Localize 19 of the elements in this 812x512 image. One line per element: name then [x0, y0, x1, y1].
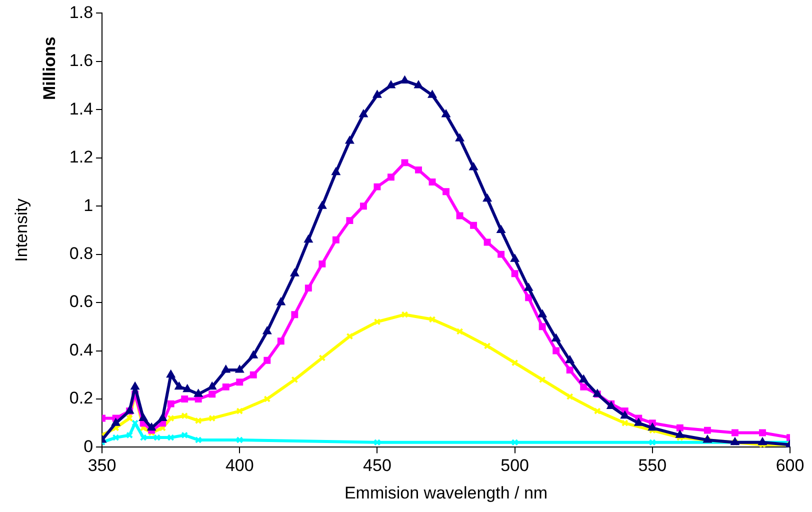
- x-tick-label: 400: [225, 456, 254, 476]
- y-tick-label: 0.6: [69, 292, 94, 312]
- x-tick-label: 500: [500, 456, 529, 476]
- y-axis-title: Intensity: [12, 198, 31, 262]
- y-tick-label: 0.4: [69, 340, 94, 360]
- y-tick-label: 1.4: [69, 99, 94, 118]
- y-tick-label: 0: [84, 436, 94, 456]
- x-tick-label: 550: [638, 456, 667, 476]
- y-tick-label: 1.8: [69, 2, 94, 22]
- x-tick-label: 350: [88, 456, 116, 476]
- y-tick-label: 1.6: [69, 51, 94, 70]
- y-tick-label: 1: [84, 196, 94, 215]
- y-tick-label: 0.2: [69, 388, 94, 408]
- x-axis-title: Emmision wavelength / nm: [344, 483, 548, 502]
- x-tick-label: 600: [776, 456, 804, 476]
- text: Millions: [40, 36, 60, 100]
- y-tick-label: 1.2: [69, 148, 94, 167]
- x-tick-label: 450: [363, 456, 392, 476]
- y-tick-label: 0.8: [69, 244, 94, 263]
